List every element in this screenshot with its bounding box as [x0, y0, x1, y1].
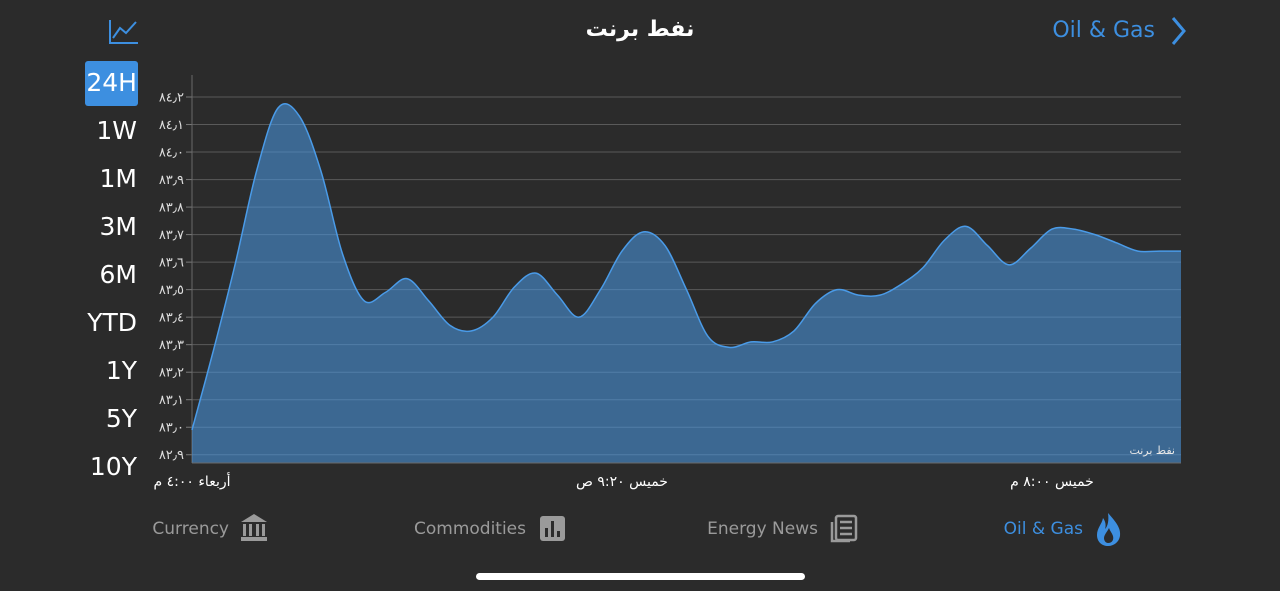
y-tick-label: ٨٣٫٤ [159, 311, 184, 326]
y-tick-label: ٨٤٫٢ [159, 91, 184, 106]
back-label[interactable]: Oil & Gas [1052, 18, 1155, 43]
legend-label: نفط برنت [1129, 444, 1175, 457]
y-tick-label: ٨٢٫٩ [159, 448, 184, 463]
y-tick-label: ٨٣٫١ [159, 393, 184, 408]
y-tick-label: ٨٣٫٣ [159, 338, 184, 353]
chevron-icon [1171, 17, 1186, 45]
home-indicator [476, 573, 805, 580]
tab-bar: Currency Commodities Energy News Oil & Gas [152, 519, 1083, 539]
range-button[interactable]: 3M [100, 212, 137, 241]
range-button[interactable]: 10Y [90, 452, 138, 481]
back-button[interactable]: Oil & Gas [1052, 17, 1186, 45]
flame-icon [1097, 513, 1121, 546]
x-tick-label: أربعاء ٤:٠٠ م [153, 472, 230, 490]
tab-label[interactable]: Commodities [414, 519, 526, 539]
y-tick-label: ٨٣٫٨ [159, 201, 184, 216]
range-button[interactable]: YTD [86, 308, 137, 337]
y-tick-label: ٨٣٫٠ [159, 421, 184, 436]
y-tick-label: ٨٣٫٢ [159, 366, 184, 381]
tab-icons [241, 513, 1121, 546]
chart: ٨٢٫٩ ٨٣٫٠ ٨٣٫١ ٨٣٫٢ ٨٣٫٣ ٨٣٫٤ ٨٣٫٥ ٨٣٫٦ ٨٣٫٧ ٨٣٫٨… [153, 75, 1181, 490]
range-button[interactable]: 1M [100, 164, 137, 193]
range-button[interactable]: 1Y [106, 356, 138, 385]
area-fill [192, 103, 1181, 464]
y-tick-label: ٨٣٫٥ [159, 283, 184, 298]
range-button[interactable]: 5Y [106, 404, 138, 433]
bank-icon [241, 514, 267, 541]
y-tick-label: ٨٤٫١ [159, 118, 184, 133]
x-tick-label: خميس ٨:٠٠ م [1010, 474, 1094, 490]
range-highlight [85, 61, 138, 106]
range-button[interactable]: 24H [86, 68, 137, 97]
tab-label[interactable]: Currency [152, 519, 229, 539]
x-tick-label: خميس ٩:٢٠ ص [576, 474, 668, 490]
chart-type-icon[interactable] [109, 20, 138, 44]
tab-label[interactable]: Oil & Gas [1004, 519, 1083, 539]
y-tick-label: ٨٣٫٦ [159, 256, 184, 271]
chart-icon [540, 516, 565, 541]
y-tick-label: ٨٣٫٧ [159, 228, 184, 243]
range-button[interactable]: 6M [100, 260, 137, 289]
range-selector: 24H 1W 1M 3M 6M YTD 1Y 5Y 10Y [85, 61, 138, 481]
range-button[interactable]: 1W [96, 116, 137, 145]
series-line [191, 103, 1181, 431]
y-tick-label: ٨٤٫٠ [159, 146, 184, 161]
tab-label[interactable]: Energy News [707, 519, 818, 539]
y-tick-label: ٨٣٫٩ [159, 173, 184, 188]
news-icon [830, 514, 858, 543]
page-title: نفط برنت [586, 17, 695, 42]
